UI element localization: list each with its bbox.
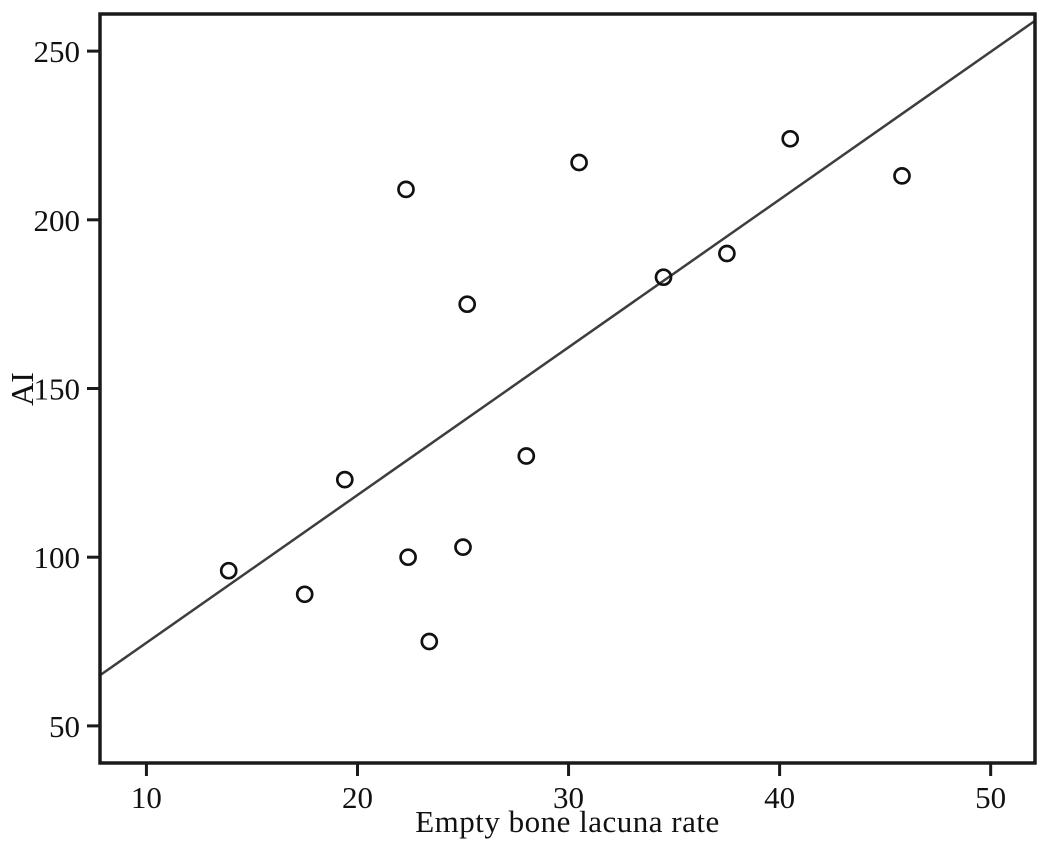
- scatter-point: [517, 447, 536, 465]
- plot-border: [98, 12, 1037, 765]
- scatter-point: [454, 538, 472, 556]
- y-tick-label: 250: [34, 34, 81, 69]
- scatter-point: [399, 548, 417, 567]
- x-axis-label: Empty bone lacuna rate: [415, 804, 720, 839]
- scatter-point: [654, 268, 673, 287]
- y-tick-label: 200: [34, 203, 81, 238]
- scatter-point: [893, 167, 911, 185]
- x-tick-label: 50: [975, 780, 1006, 815]
- scatter-point: [335, 470, 354, 489]
- scatter-point: [420, 632, 439, 651]
- x-tick-label: 30: [553, 780, 584, 815]
- y-tick-label: 100: [34, 540, 81, 575]
- scatter-point: [718, 244, 736, 263]
- tick-labels-group: 10 20 30 40 50 50 100 150 200 250: [34, 34, 1007, 815]
- x-tick-label: 10: [131, 780, 162, 815]
- x-tick-label: 20: [342, 780, 373, 815]
- y-axis-label: AI: [4, 372, 40, 406]
- scatter-point: [219, 561, 238, 580]
- y-tick-label: 150: [34, 372, 81, 407]
- x-tick-label: 40: [764, 780, 795, 815]
- scatter-point: [295, 585, 314, 604]
- tick-marks-group: [87, 49, 993, 776]
- scatter-point: [397, 180, 415, 199]
- regression-trendline: [99, 19, 1036, 677]
- y-tick-label: 50: [49, 709, 80, 744]
- scatter-point: [458, 295, 477, 314]
- scatter-point: [781, 129, 800, 148]
- scatter-points-group: [219, 129, 911, 651]
- scatter-point: [570, 153, 588, 172]
